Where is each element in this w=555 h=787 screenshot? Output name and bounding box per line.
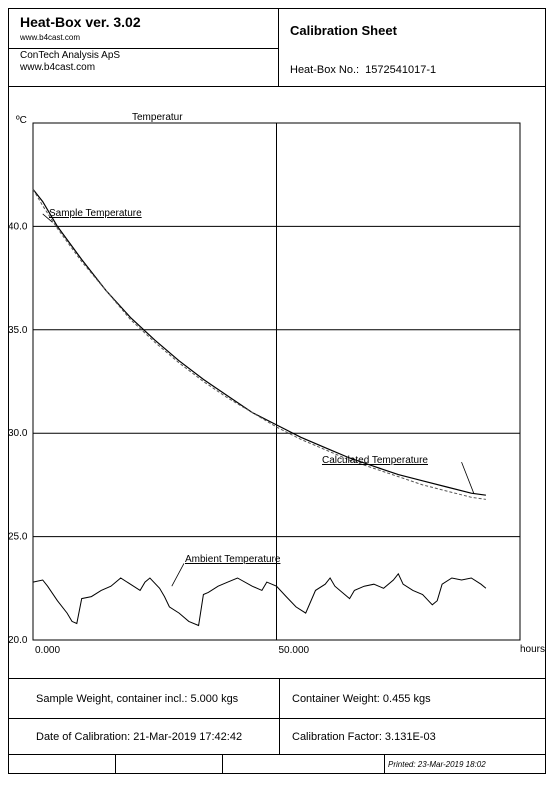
series-line-calculated-temperature [32,188,486,500]
date-of-calibration: Date of Calibration: 21-Mar-2019 17:42:4… [36,731,243,743]
footer-divider-1 [8,678,546,679]
footer-cell-divider-2 [222,754,223,774]
sheet-frame [8,8,546,774]
x-axis-unit: hours [520,644,546,655]
calibration-factor: Calibration Factor: 3.131E-03 [292,731,436,743]
x-tick-label: 0.000 [35,645,60,656]
chart-title: Temperatur [132,112,183,123]
leader-sample-temperature [42,213,53,223]
heatbox-number-value: 1572541017-1 [365,64,437,76]
series-line-sample-temperature [32,188,486,496]
heatbox-number-row: Heat-Box No.: 1572541017-1 [290,64,436,76]
footer-cell-divider-1 [115,754,116,774]
y-tick-label: 35.0 [8,325,28,336]
label-ambient-temperature: Ambient Temperature [185,554,281,565]
sheet-title: Calibration Sheet [290,23,397,38]
company-name: ConTech Analysis ApS [20,50,121,61]
app-title: Heat-Box ver. 3.02 [20,14,141,30]
leader-calculated-temperature [461,462,475,494]
series-line-ambient-temperature [32,572,487,627]
y-tick-label: 30.0 [8,428,28,439]
heatbox-number-label: Heat-Box No.: [290,64,360,76]
leader-ambient-temperature [171,563,185,587]
footer-divider-vertical [279,678,280,754]
app-url: www.b4cast.com [20,33,81,42]
x-tick-label: 50.000 [279,645,310,656]
footer-cell-divider-3 [384,754,385,774]
label-sample-temperature: Sample Temperature [49,208,142,219]
y-axis-unit: ºC [16,115,27,126]
label-calculated-temperature: Calculated Temperature [322,455,428,466]
printed-date: Printed: 23-Mar-2019 18:02 [388,760,486,769]
header-divider-bottom [8,86,546,87]
footer-divider-2 [8,718,546,719]
header-divider-vertical [278,8,279,86]
footer-divider-3 [8,754,546,755]
y-tick-label: 25.0 [8,532,28,543]
company-url: www.b4cast.com [20,62,96,73]
y-tick-label: 40.0 [8,221,28,232]
y-tick-label: 20.0 [8,635,28,646]
header-divider-left [8,48,278,49]
sample-weight: Sample Weight, container incl.: 5.000 kg… [36,693,239,705]
container-weight: Container Weight: 0.455 kgs [292,693,431,705]
